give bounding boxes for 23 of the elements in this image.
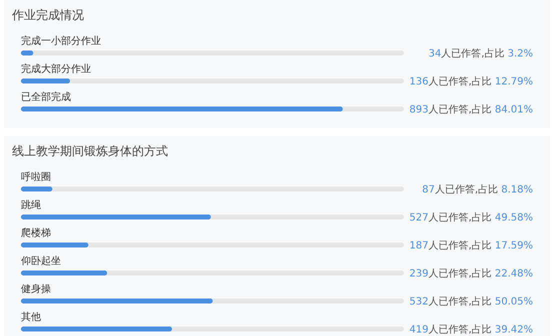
bar: [21, 186, 52, 192]
data-label: 419人已作答,占比 39.42%: [409, 324, 533, 336]
category-label: 爬楼梯: [21, 228, 51, 239]
category-label: 完成大部分作业: [21, 64, 91, 75]
data-label: 87人已作答,占比 8.18%: [422, 184, 533, 196]
chart-title: 线上教学期间锻炼身体的方式: [12, 144, 168, 158]
data-label: 893人已作答,占比 84.01%: [409, 104, 533, 116]
data-label: 34人已作答,占比 3.2%: [428, 48, 533, 60]
category-label: 完成一小部分作业: [21, 36, 101, 47]
category-label: 其他: [21, 312, 41, 323]
data-label: 187人已作答,占比 17.59%: [409, 240, 533, 252]
category-label: 跳绳: [21, 200, 41, 211]
bar: [21, 242, 88, 248]
category-label: 仰卧起坐: [21, 256, 61, 267]
data-label: 239人已作答,占比 22.48%: [409, 268, 533, 280]
data-label: 136人已作答,占比 12.79%: [409, 76, 533, 88]
category-label: 健身操: [21, 284, 51, 295]
category-label: 呼啦圈: [21, 172, 51, 183]
bar: [21, 270, 108, 276]
category-label: 已全部完成: [21, 92, 71, 103]
data-label: 527人已作答,占比 49.58%: [409, 212, 533, 224]
data-label: 532人已作答,占比 50.05%: [409, 296, 533, 308]
chart-title: 作业完成情况: [11, 8, 84, 22]
